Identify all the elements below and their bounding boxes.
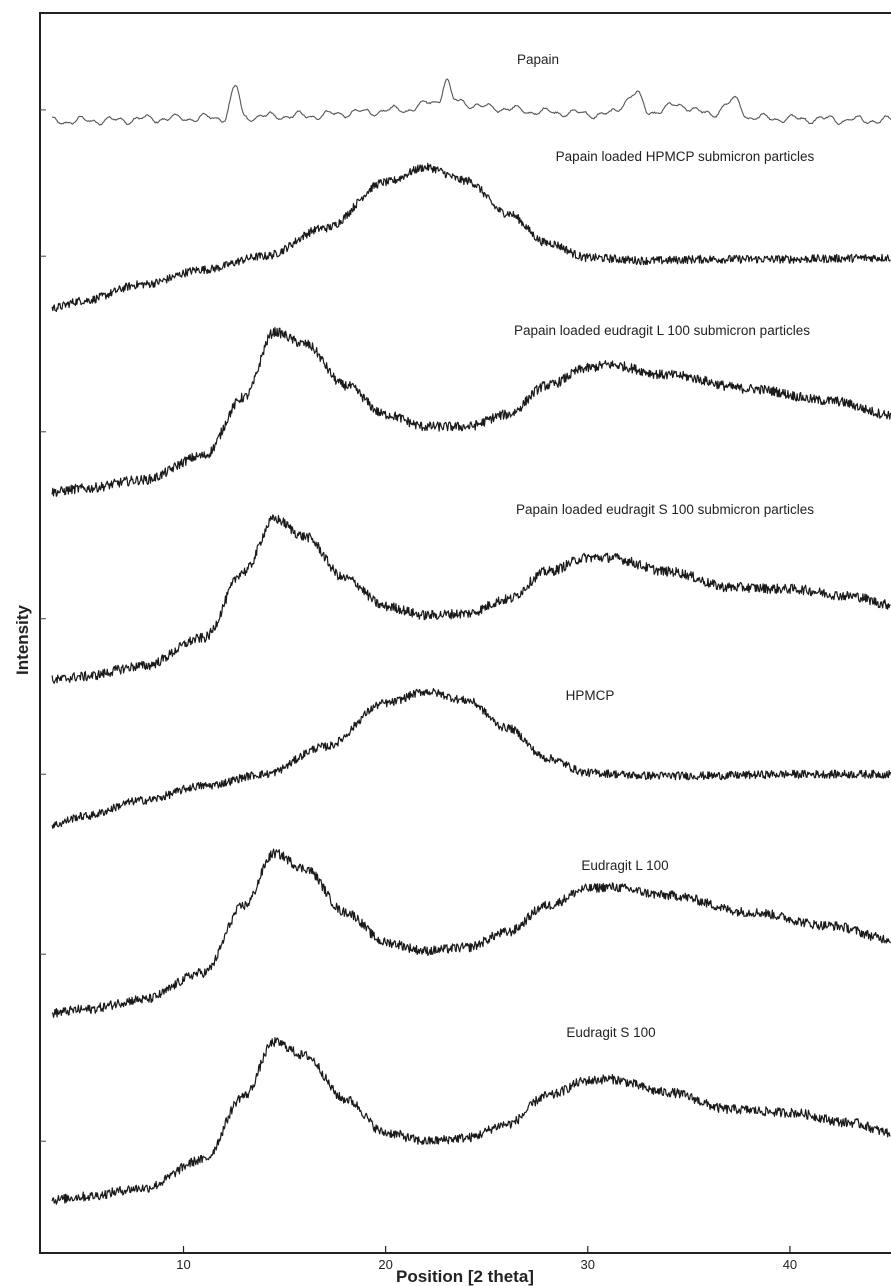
x-tick-label: 20 [378, 1257, 392, 1272]
series-line-4 [51, 514, 891, 684]
series-labels: Papain Papain loaded HPMCP submicron part… [514, 52, 815, 1040]
series-label-6: Eudragit L 100 [581, 858, 668, 873]
plot-frame [39, 12, 891, 1254]
series-line-7 [51, 1036, 891, 1205]
series-label-1: Papain [517, 52, 559, 67]
x-tick-label: 30 [581, 1257, 595, 1272]
y-axis-title: Intensity [13, 605, 32, 675]
series-label-3: Papain loaded eudragit L 100 submicron p… [514, 323, 810, 338]
x-axis-title: Position [2 theta] [396, 1267, 534, 1286]
series-label-5: HPMCP [566, 688, 615, 703]
series-line-3 [51, 327, 891, 497]
series-label-2: Papain loaded HPMCP submicron particles [556, 149, 815, 164]
series-label-4: Papain loaded eudragit S 100 submicron p… [516, 502, 814, 517]
y-axis-ticks [40, 109, 46, 1142]
x-axis-ticks: 10 20 30 40 [176, 1246, 797, 1272]
series-line-2 [51, 162, 891, 313]
series-line-6 [51, 848, 891, 1018]
series-line-5 [51, 687, 891, 830]
x-tick-label: 10 [176, 1257, 190, 1272]
x-tick-label: 40 [783, 1257, 797, 1272]
series-line-1 [51, 78, 891, 126]
series-label-7: Eudragit S 100 [566, 1025, 655, 1040]
series-layer [51, 78, 891, 1205]
